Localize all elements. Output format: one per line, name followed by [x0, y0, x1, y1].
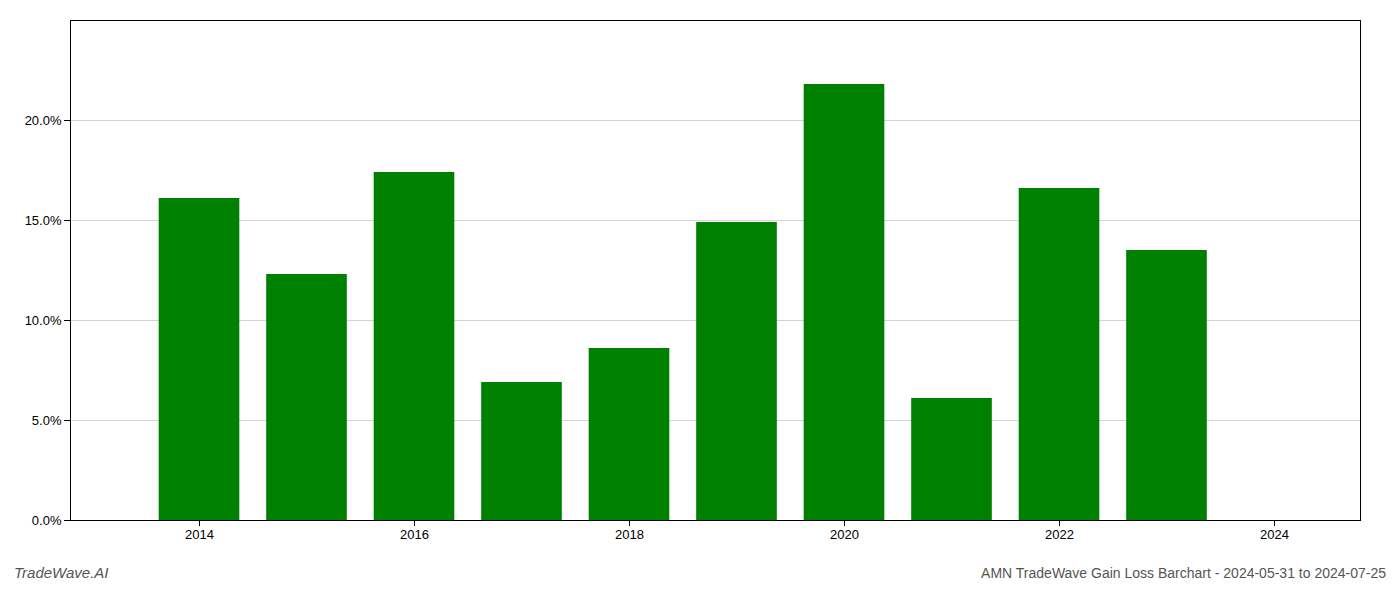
svg-text:2020: 2020: [830, 527, 859, 542]
svg-text:2022: 2022: [1045, 527, 1074, 542]
svg-text:20.0%: 20.0%: [25, 113, 62, 128]
svg-text:0.0%: 0.0%: [32, 513, 62, 528]
html-text:AMN TradeWave Gain Loss Barcha: AMN TradeWave Gain Loss Barchart - 2024-…: [981, 565, 1386, 581]
svg-text:2016: 2016: [400, 527, 429, 542]
svg-text:2018: 2018: [615, 527, 644, 542]
svg-text:15.0%: 15.0%: [25, 213, 62, 228]
svg-text:2024: 2024: [1260, 527, 1289, 542]
svg-text:10.0%: 10.0%: [25, 313, 62, 328]
html-text:TradeWave.AI: TradeWave.AI: [14, 564, 109, 581]
svg-text:5.0%: 5.0%: [32, 413, 62, 428]
svg-text:2014: 2014: [185, 527, 214, 542]
